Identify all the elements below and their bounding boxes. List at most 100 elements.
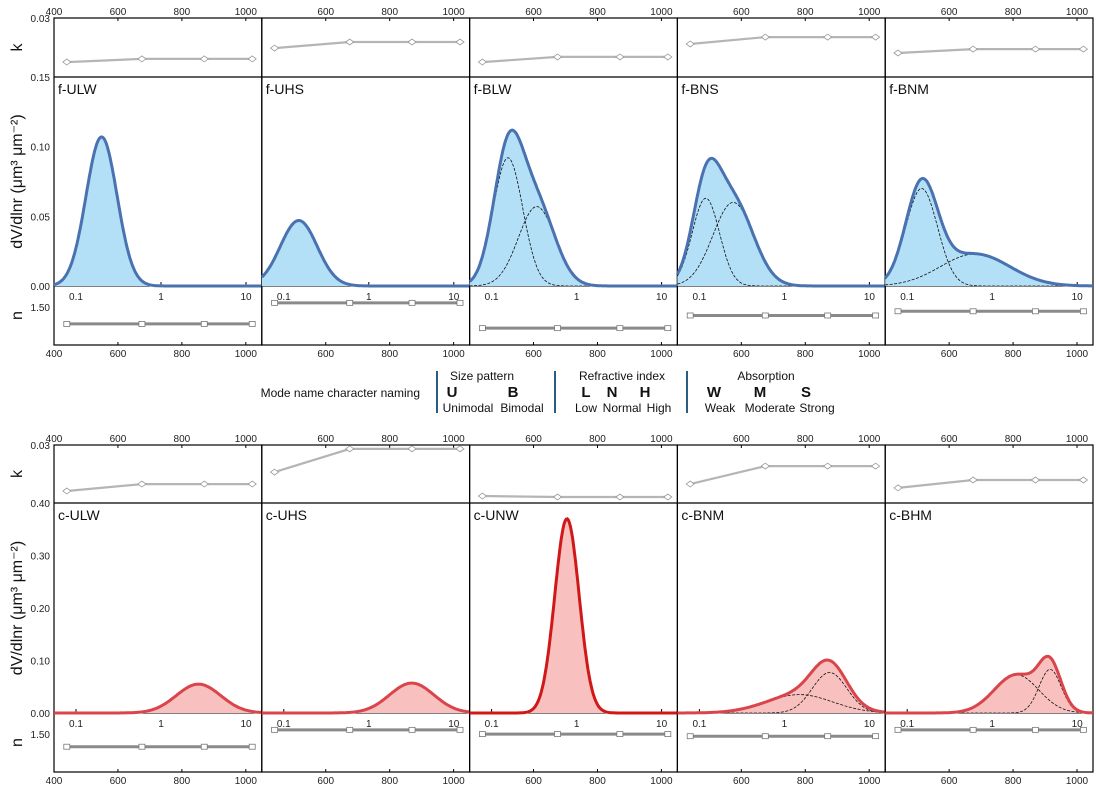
wavelength-tick-label-top: 1000 [442,434,465,445]
dist-tick-label: 0.20 [31,604,51,615]
distribution-curve [677,658,886,715]
radius-tick-label: 10 [448,292,460,303]
legend-code-H: H [640,384,651,401]
wavelength-tick-label-top: 1000 [650,434,673,445]
legend-word-bimodal: Bimodal [500,401,543,415]
panel-label: f-ULW [58,81,97,97]
k-data-point [968,45,978,53]
n-data-point [761,733,769,740]
distribution-fill [54,136,262,286]
k-data-point [455,38,465,46]
panel-f-BNM: 600 600 800 800 1000 1000 0.1 1 10 f-BNM [884,7,1094,360]
panel-label: c-BHM [889,507,932,523]
radius-tick-label: 1 [366,292,372,303]
k-data-point [1030,45,1041,53]
n-data-point [63,743,71,750]
k-tick-label: 0.03 [31,14,51,25]
legend-word-high: High [647,401,672,415]
wavelength-tick-label-top: 800 [1005,7,1022,18]
k-data-point [345,38,355,46]
k-data-point [968,476,978,484]
wavelength-tick-label-bottom: 800 [589,349,606,360]
distribution-fill [885,656,1093,713]
wavelength-tick-label-top: 400 [46,7,63,18]
dist-tick-label: 0.10 [31,657,51,668]
distribution-fill [261,683,470,713]
wavelength-tick-label-top: 1000 [858,434,881,445]
n-data-point [63,321,71,327]
legend-word-strong: Strong [799,401,834,415]
wavelength-tick-label-top: 800 [1005,434,1022,445]
k-data-point [62,58,72,66]
n-axis-label: n [9,738,26,747]
wavelength-tick-label-top: 400 [46,434,63,445]
k-series-line [482,55,668,64]
n-data-point [664,731,672,737]
n-data-point [824,312,832,319]
dist-tick-label: 0.10 [31,143,51,154]
n-data-point [478,731,486,737]
legend-code-S: S [801,384,811,401]
n-data-point [346,726,354,733]
dist-axis-label: dV/dlnr (μm³ μm⁻²) [9,541,26,675]
distribution-curve [468,128,678,288]
k-data-point [247,480,257,488]
wavelength-tick-label-top: 600 [317,434,334,445]
k-data-point [199,480,209,488]
k-data-point [269,44,280,52]
row-fine: k dV/dlnr (μm³ μm⁻²) n 0.03 0.00 0.05 0.10 0.15… [9,7,1094,360]
dist-tick-label: 0.00 [31,282,51,293]
n-tick-label: 1.50 [31,303,51,314]
panel-label: c-BNM [681,507,724,523]
wavelength-tick-label-bottom: 600 [525,349,542,360]
wavelength-tick-label-top: 600 [733,7,750,18]
radius-tick-label: 10 [1072,292,1084,303]
panel-c-UNW: 600 600 800 800 1000 1000 0.1 1 10 c-UNW [469,434,679,787]
wavelength-tick-label-top: 800 [381,7,398,18]
distribution-fill [469,130,678,286]
n-data-point [554,731,561,737]
k-data-point [822,462,833,470]
radius-tick-label: 10 [448,719,460,730]
radius-tick-label: 0.1 [69,292,83,303]
n-data-point [969,726,977,733]
distribution-curve [261,681,470,715]
wavelength-tick-label-bottom: 1000 [442,776,465,786]
wavelength-tick-label-top: 800 [174,7,191,18]
wavelength-tick-label-bottom: 600 [733,349,750,360]
panel-c-BHM: 600 600 800 800 1000 1000 0.1 1 10 c-BHM [884,434,1094,787]
n-data-point [271,299,278,306]
k-series-line [274,447,460,474]
panel-label: c-ULW [58,507,101,523]
radius-tick-label: 1 [158,292,164,303]
wavelength-tick-label-bottom: 600 [941,776,958,786]
k-data-point [1078,476,1089,484]
k-data-point [615,493,625,501]
legend-code-M: M [754,384,767,401]
wavelength-tick-label-bottom: 600 [110,776,127,786]
k-axis-label: k [9,43,26,52]
wavelength-tick-label-bottom: 800 [589,776,606,786]
n-data-point [200,743,208,750]
n-data-point [894,726,902,733]
distribution-fill [261,220,470,286]
row-coarse: k dV/dlnr (μm³ μm⁻²) n 0.03 0.00 0.10 0.20 0.30… [9,434,1094,787]
radius-tick-label: 1 [989,292,995,303]
wavelength-tick-label-bottom: 1000 [442,349,465,360]
n-data-point [248,321,256,327]
n-data-point [248,743,256,750]
k-data-point [477,58,488,66]
radius-tick-label: 10 [864,719,876,730]
wavelength-tick-label-top: 1000 [1066,7,1089,18]
distribution-fill [54,684,262,713]
mode-component-curve [885,668,1093,714]
dist-tick-label: 0.00 [31,709,51,720]
k-series-line [897,478,1084,489]
k-data-point [269,468,280,476]
radius-tick-label: 10 [1072,719,1084,730]
radius-tick-label: 1 [366,719,372,730]
wavelength-tick-label-bottom: 400 [46,349,63,360]
panel-c-UHS: 600 600 800 800 1000 1000 0.1 1 10 c-UHS [261,434,471,787]
panel-label: c-UNW [474,507,520,523]
wavelength-tick-label-bottom: 600 [110,349,127,360]
